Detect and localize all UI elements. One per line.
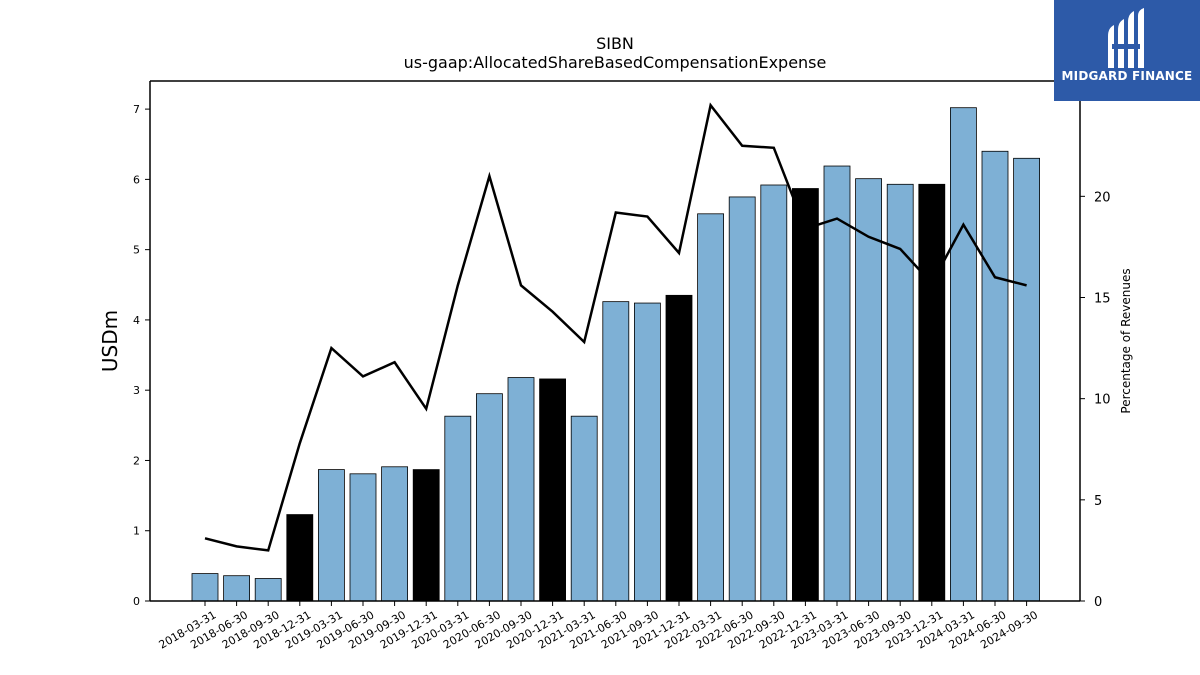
- bar: [981, 150, 1009, 602]
- bar: [634, 302, 661, 602]
- bar: [760, 184, 788, 602]
- y2-axis-label: Percentage of Revenues: [1119, 268, 1133, 413]
- bar: [349, 473, 377, 602]
- logo-badge: MIDGARD FINANCE: [1054, 0, 1200, 101]
- percentage-line: [204, 102, 1027, 552]
- bar: [507, 377, 535, 602]
- bar: [918, 183, 946, 602]
- bar: [697, 213, 724, 602]
- bars-group: [191, 107, 1040, 602]
- bar: [570, 415, 598, 602]
- bar: [444, 415, 472, 602]
- bar: [665, 294, 693, 602]
- bar: [950, 107, 977, 602]
- y2-tick-label: 0: [1094, 595, 1102, 610]
- y-tick-label: 7: [133, 103, 140, 116]
- bar: [886, 183, 914, 602]
- bar: [254, 578, 282, 602]
- y-tick-label: 3: [133, 384, 140, 397]
- y-tick-label: 1: [133, 525, 140, 538]
- bar: [223, 575, 251, 602]
- bar: [286, 514, 314, 602]
- bar: [855, 178, 882, 602]
- line-group: [204, 102, 1027, 552]
- bar: [792, 188, 819, 602]
- bar: [381, 466, 409, 602]
- y-tick-label: 0: [133, 595, 140, 608]
- bar: [475, 393, 503, 602]
- bar: [728, 196, 756, 602]
- y-tick-label: 4: [133, 314, 140, 327]
- y2-tick-label: 15: [1094, 291, 1111, 306]
- y-tick-label: 5: [133, 244, 140, 257]
- bar: [539, 378, 566, 602]
- bar: [823, 165, 851, 602]
- bar: [1013, 157, 1040, 602]
- y2-tick-label: 20: [1094, 190, 1111, 205]
- bar: [412, 469, 440, 602]
- midgard-logo-icon: [1108, 8, 1144, 68]
- y-tick-label: 6: [133, 173, 140, 186]
- y2-tick-label: 5: [1094, 494, 1102, 509]
- chart-title: SIBN: [596, 34, 634, 53]
- bar: [317, 469, 345, 602]
- bar: [602, 301, 630, 602]
- y2-tick-label: 10: [1094, 393, 1111, 408]
- logo-text: MIDGARD FINANCE: [1061, 69, 1193, 83]
- y-tick-label: 2: [133, 454, 140, 467]
- y-axis-label: USDm: [98, 310, 122, 372]
- chart-subtitle: us-gaap:AllocatedShareBasedCompensationE…: [404, 53, 827, 72]
- bar: [191, 573, 219, 602]
